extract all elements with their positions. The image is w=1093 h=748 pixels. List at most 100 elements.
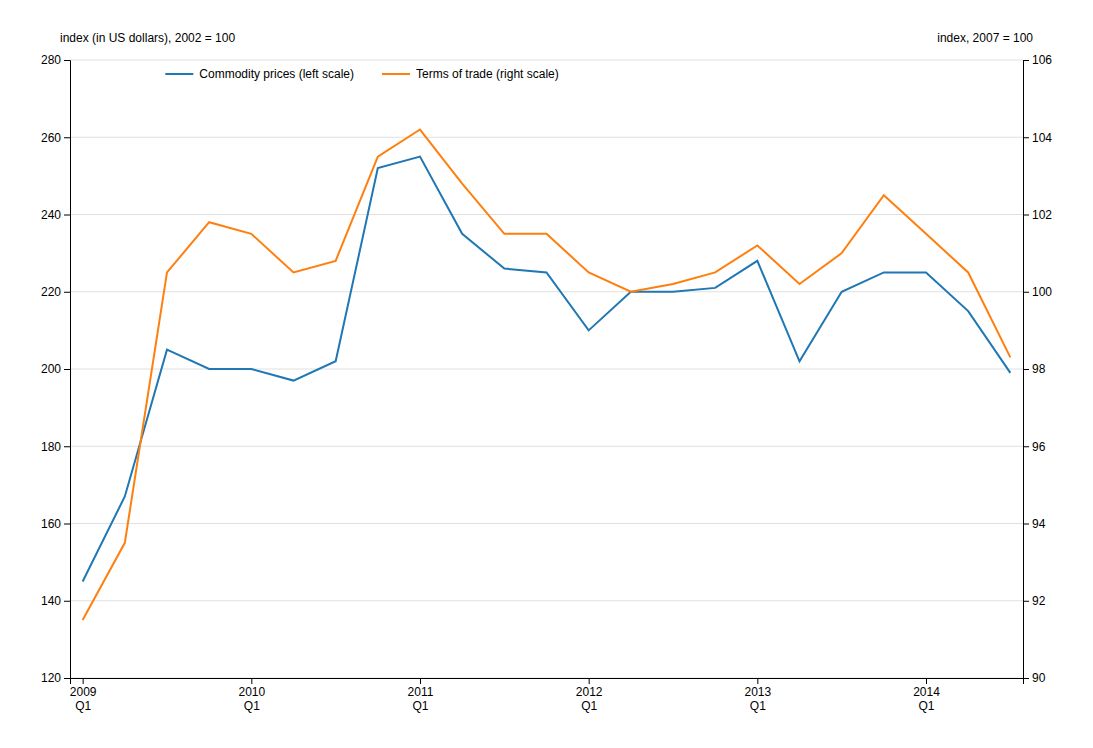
tick-label: 280 bbox=[41, 53, 61, 67]
tick-label: 92 bbox=[1032, 594, 1046, 608]
tick-mark bbox=[83, 678, 84, 684]
tick-mark bbox=[757, 678, 758, 684]
legend-swatch bbox=[165, 73, 193, 75]
tick-mark bbox=[64, 524, 70, 525]
tick-mark bbox=[64, 137, 70, 138]
tick-label-line: Q1 bbox=[919, 699, 935, 713]
x-axis: 2009Q12010Q12011Q12012Q12013Q12014Q1 bbox=[70, 678, 1024, 713]
tick-label: 106 bbox=[1032, 53, 1052, 67]
tick-label-line: 2010 bbox=[238, 685, 265, 699]
tick-label-line: Q1 bbox=[581, 699, 597, 713]
tick-mark bbox=[64, 678, 70, 679]
tick-label: 2011Q1 bbox=[408, 685, 434, 713]
tick-mark bbox=[1023, 292, 1029, 293]
tick-label-line: 2009 bbox=[70, 685, 97, 699]
tick: 2012Q1 bbox=[576, 678, 603, 713]
tick-label: 180 bbox=[41, 440, 61, 454]
tick-mark bbox=[64, 215, 70, 216]
tick-mark bbox=[64, 369, 70, 370]
grid-line bbox=[70, 446, 1023, 447]
tick: 98 bbox=[1023, 362, 1046, 376]
tick: 94 bbox=[1023, 517, 1046, 531]
axis-line bbox=[64, 61, 71, 679]
grid-line bbox=[70, 60, 1023, 61]
tick: 2014Q1 bbox=[913, 678, 940, 713]
legend-item: Commodity prices (left scale) bbox=[165, 67, 354, 81]
tick-label: 160 bbox=[41, 517, 61, 531]
tick-mark bbox=[64, 60, 70, 61]
y-axis: 120 140 160 180 200 220 240 260 280 bbox=[41, 53, 71, 685]
tick-label: 260 bbox=[41, 131, 61, 145]
tick: 106 bbox=[1023, 53, 1052, 67]
plot-area: 120 140 160 180 200 220 240 260 280 90 92 94 96 98 100… bbox=[41, 53, 1052, 713]
tick-mark bbox=[589, 678, 590, 684]
tick: 96 bbox=[1023, 440, 1046, 454]
grid-line bbox=[70, 137, 1023, 138]
tick: 220 bbox=[41, 285, 70, 299]
tick: 2011Q1 bbox=[408, 678, 434, 713]
tick-mark bbox=[64, 292, 70, 293]
tick: 102 bbox=[1023, 208, 1052, 222]
tick-label: 2013Q1 bbox=[744, 685, 771, 713]
tick-label: 104 bbox=[1032, 131, 1052, 145]
tick-label: 2009Q1 bbox=[70, 685, 97, 713]
tick-label-line: Q1 bbox=[750, 699, 766, 713]
tick-label: 90 bbox=[1032, 671, 1046, 685]
tick-label: 240 bbox=[41, 208, 61, 222]
tick-mark bbox=[926, 678, 927, 684]
tick-mark bbox=[1023, 601, 1029, 602]
tick: 104 bbox=[1023, 131, 1052, 145]
lines bbox=[83, 130, 1011, 621]
grid-line bbox=[70, 214, 1023, 215]
tick-label-line: Q1 bbox=[412, 699, 428, 713]
grid-line bbox=[70, 291, 1023, 292]
grid-line bbox=[70, 600, 1023, 601]
y2-axis-label: index, 2007 = 100 bbox=[937, 31, 1033, 45]
tick-mark bbox=[420, 678, 421, 684]
tick-mark bbox=[1023, 369, 1029, 370]
tick: 140 bbox=[41, 594, 70, 608]
tick-label: 98 bbox=[1032, 362, 1046, 376]
series-line bbox=[83, 130, 1011, 621]
tick-label: 2014Q1 bbox=[913, 685, 940, 713]
y2-axis: 90 92 94 96 98 100 102 104 106 bbox=[1023, 53, 1052, 685]
chart: 120 140 160 180 200 220 240 260 280 90 92 94 96 98 100… bbox=[0, 0, 1093, 748]
axis-line bbox=[71, 679, 1024, 685]
tick-label: 2012Q1 bbox=[576, 685, 603, 713]
tick-label: 140 bbox=[41, 594, 61, 608]
tick-mark bbox=[64, 446, 70, 447]
tick-label: 220 bbox=[41, 285, 61, 299]
legend-item: Terms of trade (right scale) bbox=[382, 67, 559, 81]
tick-mark bbox=[1023, 446, 1029, 447]
tick: 100 bbox=[1023, 285, 1052, 299]
tick-label: 2010Q1 bbox=[238, 685, 265, 713]
tick-label-line: 2012 bbox=[576, 685, 603, 699]
legend: Commodity prices (left scale) Terms of tr… bbox=[165, 67, 558, 81]
tick-mark bbox=[251, 678, 252, 684]
tick-label: 120 bbox=[41, 671, 61, 685]
y-axis-label: index (in US dollars), 2002 = 100 bbox=[60, 31, 235, 45]
tick: 2009Q1 bbox=[70, 678, 97, 713]
tick: 200 bbox=[41, 362, 70, 376]
tick-label: 96 bbox=[1032, 440, 1046, 454]
tick-label-line: Q1 bbox=[75, 699, 91, 713]
tick-mark bbox=[64, 601, 70, 602]
tick: 260 bbox=[41, 131, 70, 145]
legend-swatch bbox=[382, 73, 410, 75]
axis-line bbox=[1024, 61, 1030, 679]
tick-mark bbox=[1023, 137, 1029, 138]
tick-label: 94 bbox=[1032, 517, 1046, 531]
tick: 240 bbox=[41, 208, 70, 222]
tick-label-line: 2013 bbox=[744, 685, 771, 699]
tick-label-line: Q1 bbox=[244, 699, 260, 713]
tick: 180 bbox=[41, 440, 70, 454]
tick-mark bbox=[1023, 215, 1029, 216]
tick-label: 200 bbox=[41, 362, 61, 376]
tick: 90 bbox=[1023, 671, 1046, 685]
legend-label: Commodity prices (left scale) bbox=[199, 67, 354, 81]
grid-line bbox=[70, 523, 1023, 524]
tick: 160 bbox=[41, 517, 70, 531]
tick-mark bbox=[1023, 60, 1029, 61]
tick-label-line: 2014 bbox=[913, 685, 940, 699]
tick: 92 bbox=[1023, 594, 1046, 608]
